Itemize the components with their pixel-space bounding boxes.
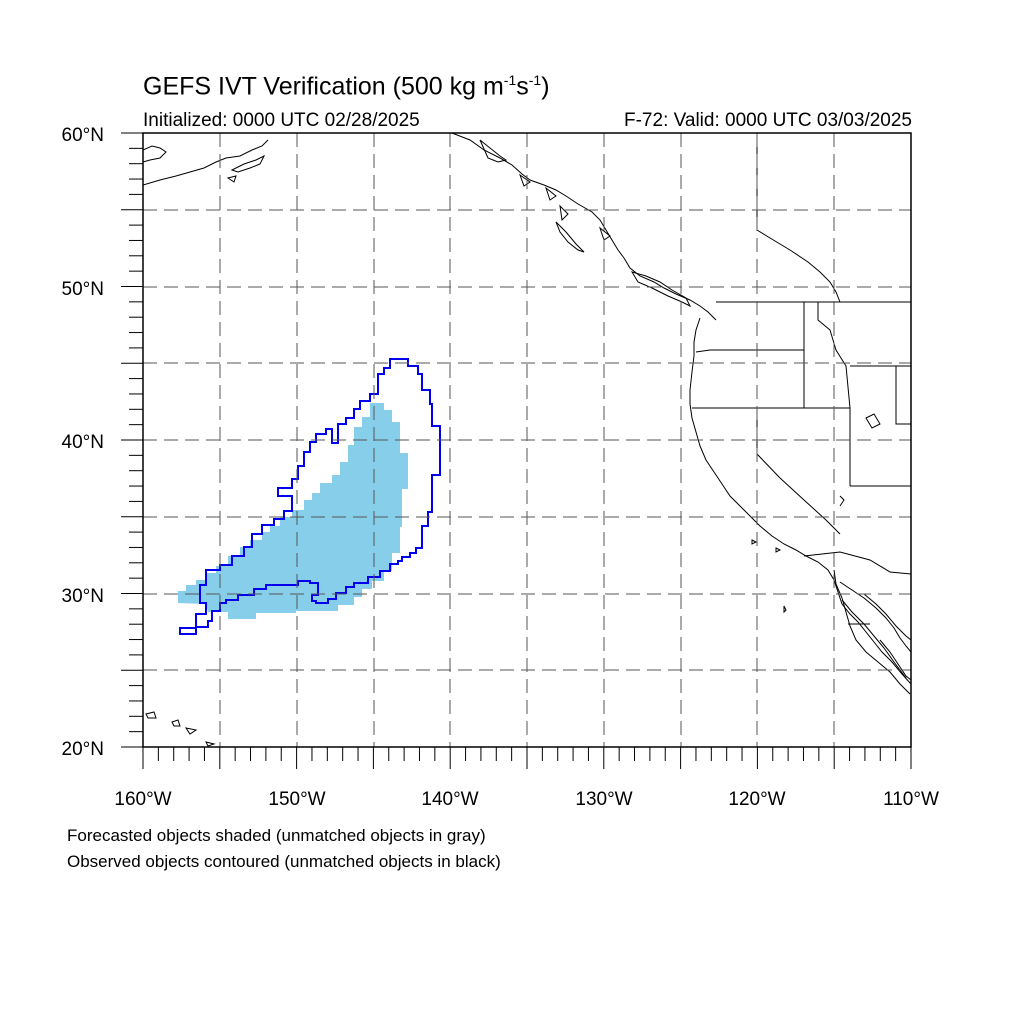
lat-labels: 60°N 50°N 40°N 30°N 20°N bbox=[62, 125, 104, 760]
title-sup2: -1 bbox=[528, 72, 542, 88]
lat-label: 20°N bbox=[62, 739, 104, 760]
lat-label: 50°N bbox=[62, 279, 104, 300]
lat-label: 40°N bbox=[62, 432, 104, 453]
coastlines bbox=[143, 133, 911, 747]
observed-note: Observed objects contoured (unmatched ob… bbox=[67, 852, 501, 871]
lat-label: 60°N bbox=[62, 125, 104, 146]
lon-label: 160°W bbox=[114, 789, 171, 810]
title-end: ) bbox=[541, 72, 550, 101]
observed-object-contour bbox=[179, 358, 441, 635]
lon-label: 140°W bbox=[421, 789, 478, 810]
title-mid: s bbox=[516, 72, 529, 101]
title-main: GEFS IVT Verification (500 kg m bbox=[143, 72, 504, 101]
title-sup1: -1 bbox=[503, 72, 517, 88]
graticule bbox=[143, 133, 911, 747]
map-title: GEFS IVT Verification (500 kg m-1s-1) bbox=[143, 72, 550, 101]
lon-label: 120°W bbox=[728, 789, 785, 810]
axis-ticks bbox=[121, 132, 912, 769]
initialized-time: Initialized: 0000 UTC 02/28/2025 bbox=[143, 110, 420, 131]
political-borders bbox=[692, 133, 911, 625]
valid-time: F-72: Valid: 0000 UTC 03/03/2025 bbox=[624, 110, 912, 131]
forecast-note: Forecasted objects shaded (unmatched obj… bbox=[67, 826, 486, 845]
lat-label: 30°N bbox=[62, 586, 104, 607]
lon-label: 110°W bbox=[883, 789, 939, 810]
lon-labels: 160°W 150°W 140°W 130°W 120°W 110°W bbox=[114, 789, 939, 810]
lon-label: 130°W bbox=[575, 789, 632, 810]
lon-label: 150°W bbox=[268, 789, 325, 810]
